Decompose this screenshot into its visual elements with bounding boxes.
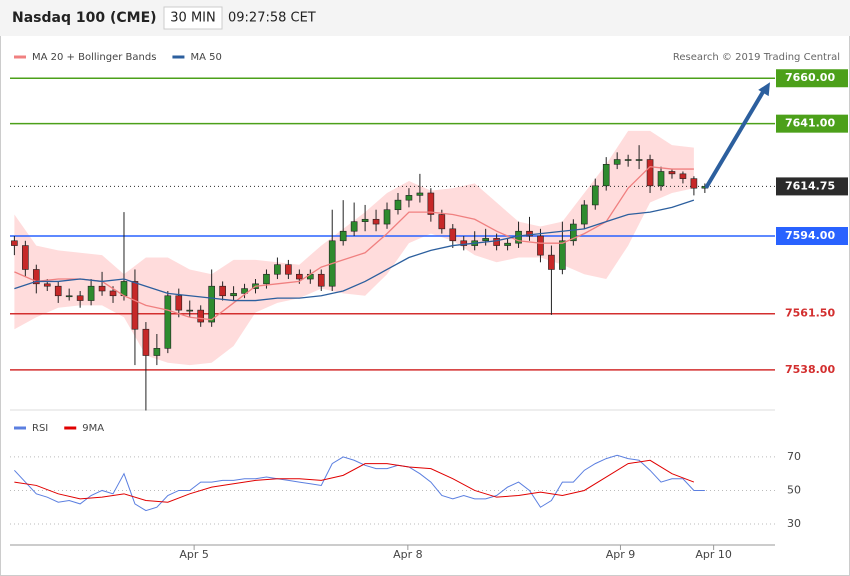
- candle-body: [416, 192, 424, 196]
- x-tick-label: Apr 9: [606, 548, 636, 561]
- candle-body: [350, 221, 358, 232]
- candle-body: [602, 163, 610, 187]
- candle-body: [197, 309, 205, 323]
- candle-body: [449, 228, 457, 242]
- level-label-box: [776, 177, 848, 196]
- candle-body: [131, 281, 139, 330]
- candle-body: [109, 290, 117, 297]
- candle-body: [296, 273, 303, 280]
- series-line: [14, 454, 705, 512]
- candle-body: [559, 240, 566, 270]
- candle-body: [405, 195, 413, 201]
- candle-body: [11, 240, 18, 246]
- candle-body: [361, 218, 369, 222]
- level-label: 7594.00: [785, 229, 835, 242]
- candle-body: [570, 223, 577, 242]
- candle-body: [526, 230, 533, 237]
- candle-body: [186, 309, 194, 312]
- candle-body: [372, 218, 380, 225]
- legend-label: MA 50: [190, 52, 221, 63]
- candle-body: [65, 295, 73, 298]
- candle-body: [153, 348, 161, 356]
- candle-body: [43, 283, 51, 287]
- candle-body: [241, 288, 248, 294]
- candle-body: [54, 285, 62, 297]
- candle-body: [493, 238, 500, 246]
- candle-body: [690, 178, 698, 189]
- candle-body: [548, 254, 555, 270]
- candle-body: [438, 214, 446, 230]
- candle-body: [274, 264, 281, 275]
- level-label-box: [776, 114, 848, 133]
- legend-label: RSI: [32, 423, 48, 434]
- candle-body: [219, 285, 226, 297]
- level-label-box: [776, 227, 848, 246]
- candle-body: [657, 171, 665, 187]
- series-line: [14, 459, 695, 503]
- candle-body: [679, 173, 687, 179]
- header-bar: [0, 0, 850, 36]
- candle-body: [164, 295, 172, 349]
- candle-body: [285, 264, 292, 275]
- x-tick-label: Apr 5: [179, 548, 209, 561]
- candle-body: [175, 295, 183, 311]
- candle-body: [504, 242, 511, 246]
- legend-label: MA 20 + Bollinger Bands: [32, 52, 156, 63]
- candle-body: [230, 293, 237, 297]
- candle-body: [482, 238, 489, 242]
- candle-body: [142, 328, 150, 356]
- forecast-arrow-head: [758, 82, 770, 97]
- candle-body: [76, 295, 84, 301]
- candle-body: [208, 285, 215, 323]
- time: 09:27:58 CET: [228, 11, 316, 26]
- candle-body: [427, 192, 435, 215]
- candle-body: [537, 235, 544, 256]
- series-line: [14, 199, 695, 302]
- level-label: 7538.00: [785, 363, 835, 376]
- candle-body: [613, 159, 621, 165]
- candle-body: [383, 209, 391, 225]
- bollinger-band: [14, 130, 694, 366]
- candle-body: [263, 273, 270, 285]
- candle-body: [317, 273, 325, 287]
- candle-body: [591, 185, 599, 206]
- x-tick-label: Apr 8: [393, 548, 423, 561]
- interval-box: [163, 6, 223, 30]
- candle-body: [98, 285, 106, 292]
- level-label: 7660.00: [785, 71, 835, 84]
- candle-body: [635, 159, 643, 161]
- series-line: [14, 166, 694, 321]
- forecast-arrow: [705, 89, 766, 188]
- level-label: 7641.00: [785, 117, 835, 130]
- y-tick-label: 30: [787, 517, 801, 530]
- candle-body: [624, 159, 632, 161]
- level-label-box: [776, 69, 848, 88]
- interval: 30 MIN: [170, 11, 215, 26]
- candle-body: [339, 230, 347, 242]
- candle-body: [22, 245, 29, 270]
- candle-body: [668, 171, 676, 175]
- y-tick-label: 70: [787, 450, 801, 463]
- candle-body: [32, 269, 40, 285]
- chart-title: Nasdaq 100 (CME): [12, 10, 157, 26]
- candle-body: [460, 240, 468, 246]
- level-label: 7561.50: [785, 307, 835, 320]
- y-tick-label: 50: [787, 483, 801, 496]
- legend-label: 9MA: [82, 423, 104, 434]
- candle-body: [394, 199, 402, 211]
- credit: Research © 2019 Trading Central: [673, 52, 840, 63]
- candle-body: [87, 285, 95, 301]
- candle-body: [646, 159, 654, 187]
- level-label: 7614.75: [785, 179, 835, 192]
- x-tick-label: Apr 10: [695, 548, 732, 561]
- last-price-dot: [704, 184, 709, 189]
- candle-body: [580, 204, 588, 225]
